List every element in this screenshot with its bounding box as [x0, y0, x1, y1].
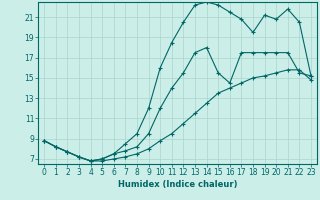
- X-axis label: Humidex (Indice chaleur): Humidex (Indice chaleur): [118, 180, 237, 189]
